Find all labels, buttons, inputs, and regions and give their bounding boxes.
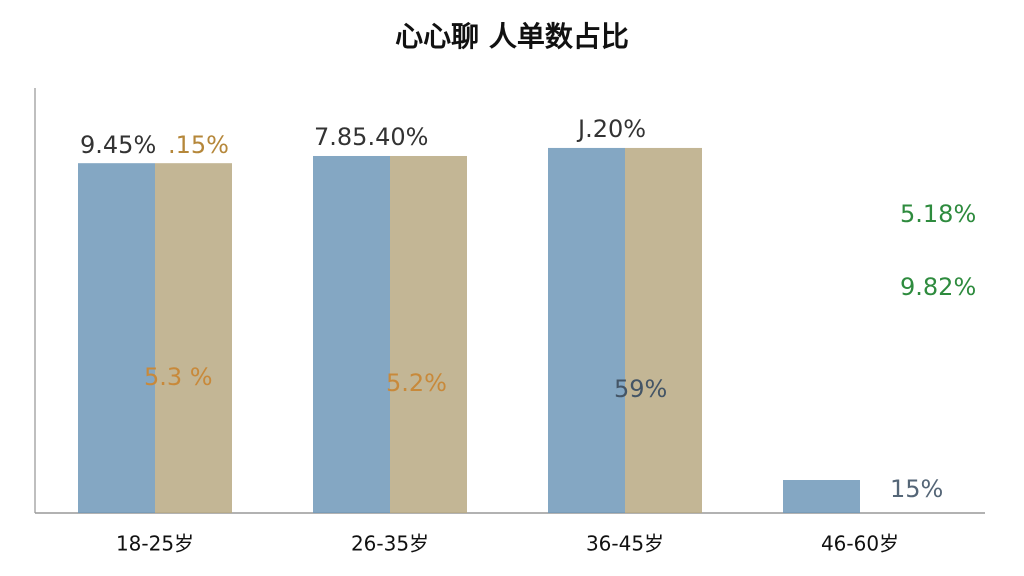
data-label: 15%	[890, 475, 943, 503]
bar	[78, 163, 155, 513]
x-tick-label: 46-60岁	[821, 532, 899, 556]
data-label: J.20%	[576, 115, 646, 143]
data-label: 5.18%	[900, 200, 976, 228]
data-label: .15%	[168, 131, 229, 159]
bar	[313, 155, 390, 513]
bar	[155, 163, 232, 513]
x-tick-label: 26-35岁	[351, 532, 429, 556]
data-label: 59%	[614, 375, 667, 403]
data-label: 9.82%	[900, 273, 976, 301]
x-tick-label: 36-45岁	[586, 532, 664, 556]
data-label: 5.3 %	[144, 363, 213, 391]
bar	[390, 155, 467, 513]
data-label: 7.85.40%	[314, 123, 428, 151]
bar	[625, 147, 702, 514]
bar	[548, 147, 625, 514]
data-label: 9.45%	[80, 131, 156, 159]
x-tick-label: 18-25岁	[116, 532, 194, 556]
bar	[783, 480, 860, 513]
data-label: 5.2%	[386, 369, 447, 397]
chart-title: 心心聊 人单数占比	[395, 20, 629, 53]
